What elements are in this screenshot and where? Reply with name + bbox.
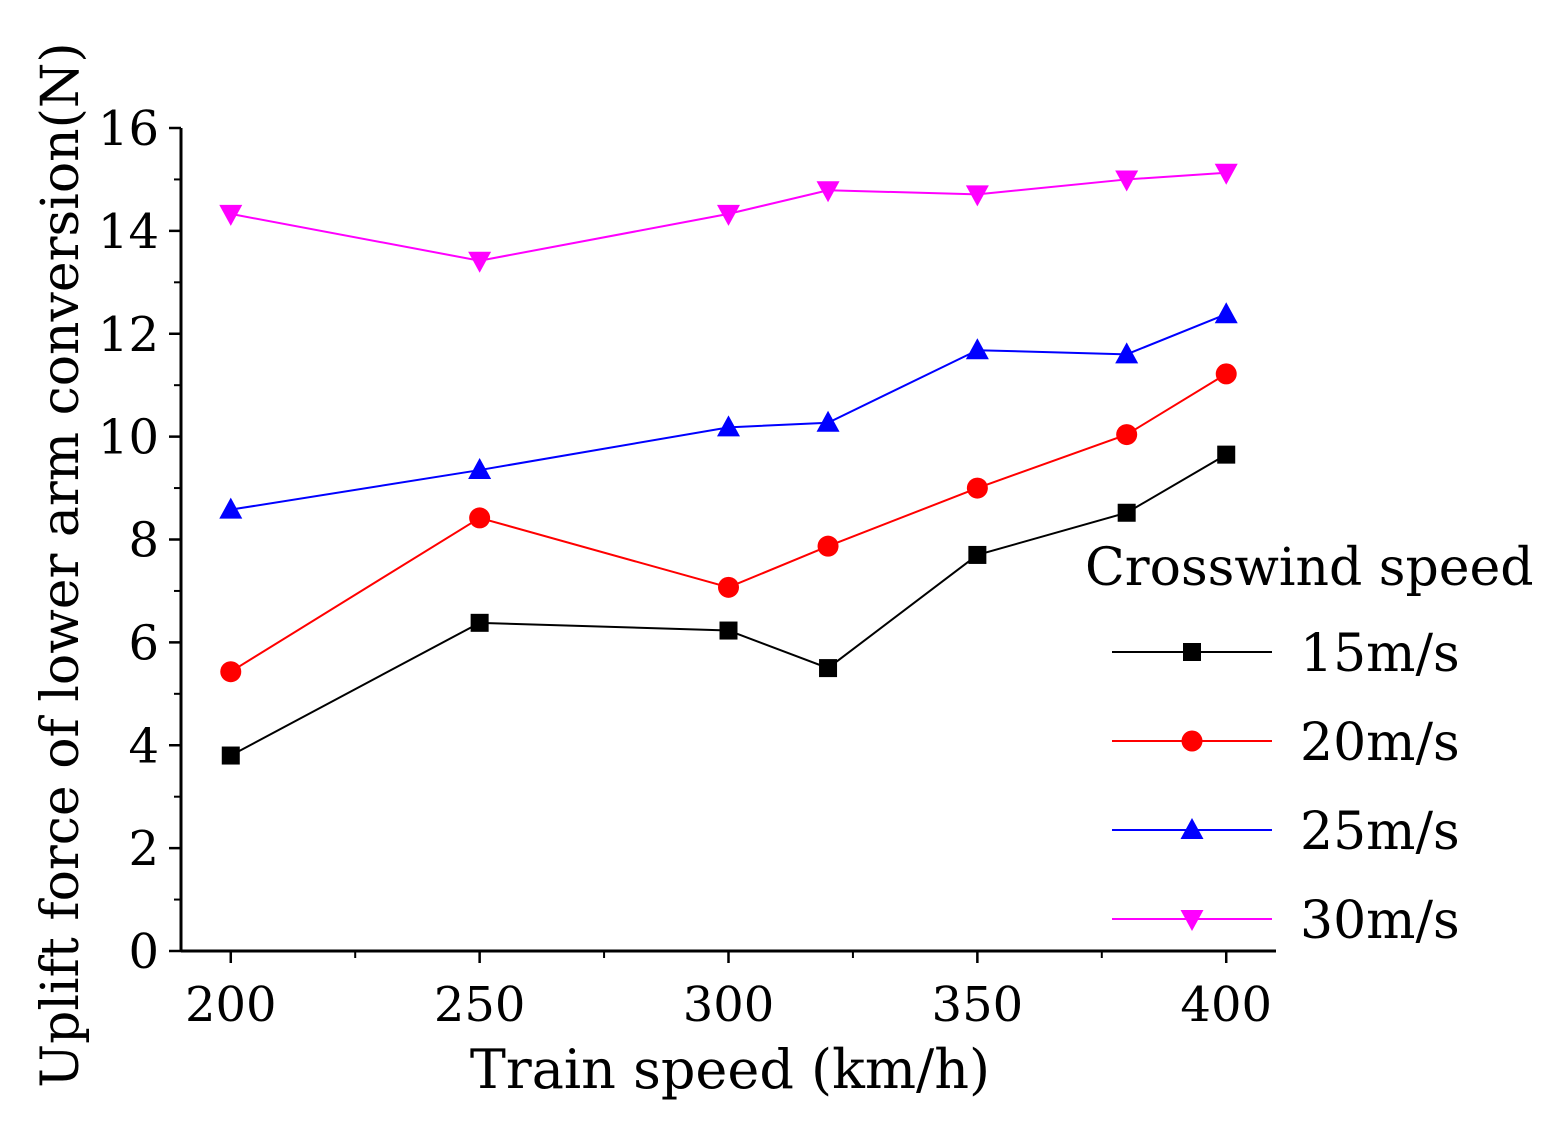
x-tick-label: 250 <box>434 977 526 1033</box>
data-point <box>1117 503 1136 522</box>
data-point <box>817 535 839 557</box>
series-15m/s <box>221 445 1236 765</box>
data-point <box>718 576 739 598</box>
legend-marker <box>1181 730 1203 752</box>
y-tick-label: 6 <box>128 615 159 671</box>
data-point <box>816 181 840 203</box>
x-tick-label: 300 <box>683 977 775 1033</box>
y-tick-label: 16 <box>98 101 159 157</box>
y-tick-label: 12 <box>98 307 159 363</box>
y-tick-label: 4 <box>128 718 159 774</box>
data-point <box>469 507 491 529</box>
data-point <box>965 338 989 360</box>
data-point <box>966 477 988 499</box>
data-point <box>221 746 240 765</box>
data-point <box>1217 445 1236 464</box>
legend-title: Crosswind speed <box>1085 538 1534 598</box>
series-line <box>230 453 1227 757</box>
x-tick-label: 200 <box>185 977 277 1033</box>
y-axis-label: Uplift force of lower arm conversion(N) <box>31 42 91 1087</box>
legend-label: 15m/s <box>1300 624 1460 684</box>
data-point <box>968 545 987 564</box>
legend: Crosswind speed 15m/s 20m/s 25m/s 30m/s <box>1085 538 1534 951</box>
series-25m/s <box>219 302 1238 519</box>
legend-entry: 15m/s <box>1112 624 1460 684</box>
data-point <box>468 458 492 480</box>
data-point <box>220 661 242 683</box>
data-point <box>717 204 740 226</box>
legend-marker <box>1180 818 1204 839</box>
y-tick-label: 8 <box>128 513 159 569</box>
y-tick-label: 10 <box>98 410 159 466</box>
axes: 0 2 4 6 8 10 12 14 16 200 250 300 350 400 <box>98 101 1276 1033</box>
legend-label: 25m/s <box>1300 802 1460 862</box>
y-tick-label: 0 <box>128 924 159 980</box>
data-point <box>819 659 838 678</box>
data-point <box>1214 302 1238 324</box>
data-point <box>717 415 740 437</box>
data-point <box>816 410 840 432</box>
legend-entry: 20m/s <box>1112 713 1460 773</box>
legend-entry: 25m/s <box>1112 802 1460 862</box>
legend-entry: 30m/s <box>1112 891 1460 951</box>
legend-label: 30m/s <box>1300 891 1460 951</box>
series-20m/s <box>220 363 1237 683</box>
series-30m/s <box>219 163 1238 273</box>
x-tick-label: 400 <box>1180 977 1272 1033</box>
legend-label: 20m/s <box>1300 713 1460 773</box>
data-point <box>219 204 243 226</box>
series-layer <box>219 163 1238 765</box>
y-tick-label: 2 <box>128 821 159 877</box>
data-point <box>219 497 243 519</box>
data-point <box>1115 342 1139 364</box>
data-point <box>1215 363 1237 385</box>
data-point <box>1214 163 1238 185</box>
y-tick-label: 14 <box>98 204 159 260</box>
legend-marker <box>1183 643 1201 661</box>
data-point <box>1116 424 1138 446</box>
x-axis-label: Train speed (km/h) <box>470 1038 990 1101</box>
data-point <box>468 251 492 273</box>
data-point <box>965 185 989 207</box>
data-point <box>470 613 489 632</box>
legend-marker <box>1180 910 1204 931</box>
series-line <box>230 313 1227 511</box>
data-point <box>719 621 738 640</box>
x-tick-label: 350 <box>932 977 1024 1033</box>
data-point <box>1115 170 1139 192</box>
